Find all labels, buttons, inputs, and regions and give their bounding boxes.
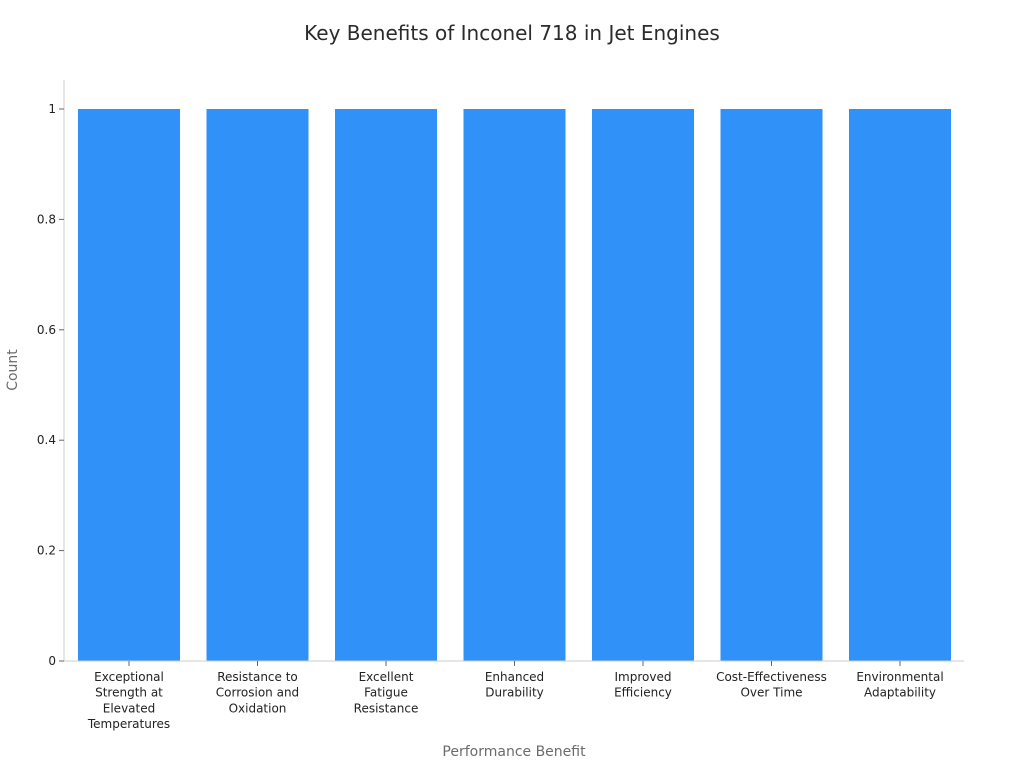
- y-axis-label: Count: [5, 349, 21, 391]
- plot-area: 0 0.2 0.4 0.6 0.8 1 Exceptional Strength at Ele…: [37, 80, 964, 731]
- bar: [335, 109, 437, 661]
- x-tick-label: Enhanced Durability: [485, 670, 544, 700]
- x-tick-label: Improved Efficiency: [614, 670, 672, 700]
- bar: [206, 109, 309, 661]
- bar: [720, 109, 823, 661]
- bar: [592, 109, 694, 661]
- x-tick-label: Excellent Fatigue Resistance: [354, 670, 419, 715]
- bar: [463, 109, 566, 661]
- y-tick-label: 0.8: [37, 212, 56, 226]
- x-tick-label: Environmental Adaptability: [856, 670, 943, 700]
- y-tick-label: 1: [48, 102, 56, 116]
- bar: [849, 109, 951, 661]
- y-tick-label: 0: [48, 654, 56, 668]
- y-tick-label: 0.6: [37, 323, 56, 337]
- bar: [78, 109, 180, 661]
- x-tick-label: Cost-Effectiveness Over Time: [716, 670, 827, 700]
- x-axis-label: Performance Benefit: [442, 744, 586, 760]
- y-tick-label: 0.4: [37, 433, 56, 447]
- x-tick-label: Resistance to Corrosion and Oxidation: [216, 670, 299, 715]
- x-tick-label: Exceptional Strength at Elevated Temperatur…: [87, 670, 170, 731]
- x-axis-ticks: Exceptional Strength at Elevated Temperatur…: [87, 661, 944, 731]
- chart-title: Key Benefits of Inconel 718 in Jet Engin…: [304, 21, 720, 45]
- y-axis-ticks: 0 0.2 0.4 0.6 0.8 1: [37, 102, 64, 668]
- y-tick-label: 0.2: [37, 544, 56, 558]
- bars: [78, 109, 951, 661]
